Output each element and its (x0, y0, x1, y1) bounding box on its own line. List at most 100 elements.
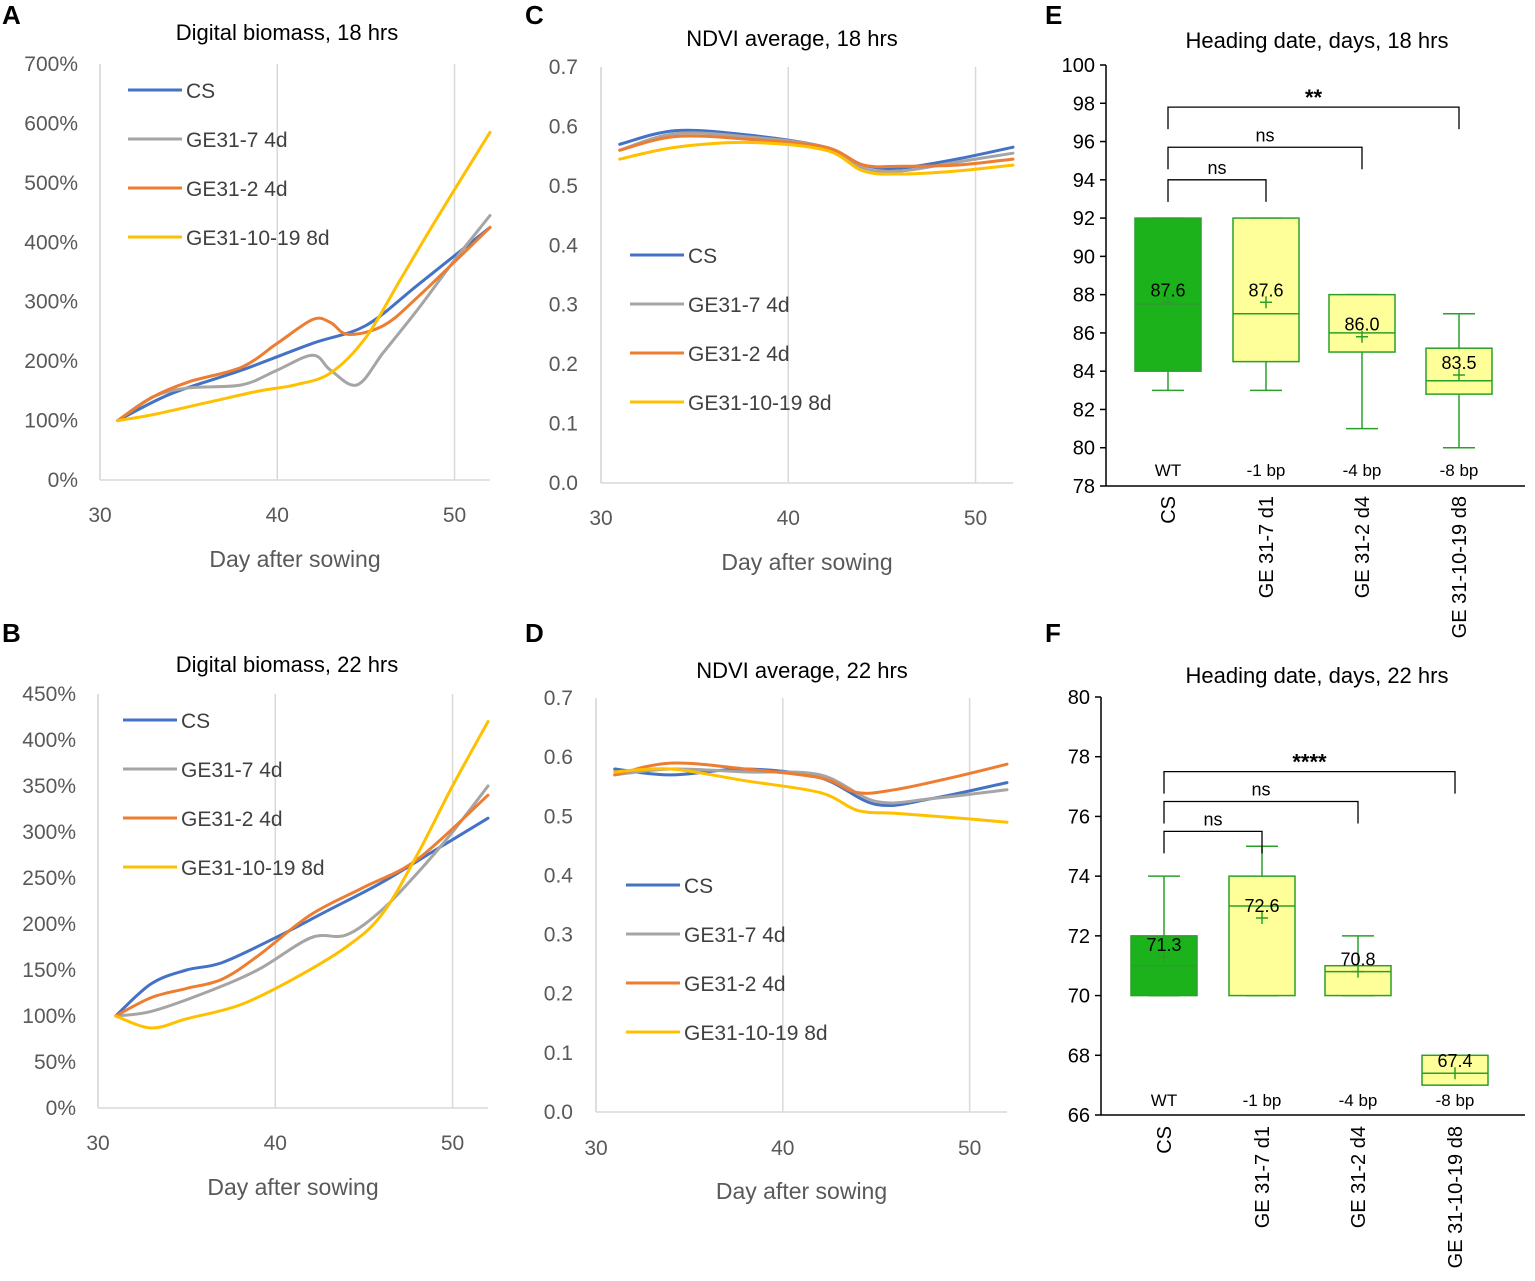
y-tick-label: 78 (1073, 476, 1095, 498)
y-tick-label: 600% (24, 112, 78, 135)
y-tick-label: 0.1 (544, 1042, 573, 1065)
chart-ndvi-22hrs: NDVI average, 22 hrs 30 40 50 0.0 0.1 0.2 0.3 0.… (544, 658, 1009, 1204)
chart-heading-date-22hrs: Heading date, days, 22 hrs 66 68 70 72 74 76 78… (1068, 663, 1525, 1268)
mean-label: 87.6 (1150, 280, 1185, 300)
series-line-ge31-2-4d (116, 225, 492, 423)
significance-bracket (1163, 770, 1456, 794)
x-axis-label: Day after sowing (207, 1174, 378, 1200)
x-category-label: GE 31-10-19 d8 (1449, 496, 1471, 638)
y-tick-label: 0.2 (549, 353, 578, 376)
legend-label-ge31-10-19-8d: GE31-10-19 8d (181, 857, 325, 880)
y-tick-label: 70 (1068, 986, 1090, 1008)
legend-label-cs: CS (181, 710, 210, 733)
box-cs (1134, 217, 1202, 372)
genotype-sublabel: WT (1151, 1091, 1177, 1110)
legend-label-cs: CS (684, 875, 713, 898)
y-tick-label: 300% (22, 821, 76, 844)
mean-marker (1158, 950, 1170, 963)
legend-label-ge31-2-4d: GE31-2 4d (684, 973, 786, 996)
y-tick-label: 0.6 (544, 746, 573, 769)
y-tick-label: 150% (22, 959, 76, 982)
series-line-ge31-10-19-8d (116, 130, 492, 423)
y-tick-label: 100 (1062, 55, 1095, 77)
x-tick-label: 50 (958, 1137, 981, 1160)
mean-label: 83.5 (1441, 353, 1476, 373)
y-tick-label: 0.7 (544, 687, 573, 710)
mean-label: 86.0 (1344, 315, 1379, 335)
mean-label: 72.6 (1244, 896, 1279, 916)
x-category-label: GE 31-7 d1 (1256, 496, 1278, 598)
y-tick-label: 72 (1068, 926, 1090, 948)
series-line-ge31-2-4d (618, 134, 1015, 169)
mean-marker (1356, 330, 1368, 343)
significance-bracket (1167, 179, 1267, 202)
mean-label: 87.6 (1248, 280, 1283, 300)
x-tick-label: 50 (964, 507, 987, 530)
x-tick-label: 30 (88, 504, 111, 527)
y-tick-label: 0.1 (549, 413, 578, 436)
significance-bracket (1163, 800, 1359, 824)
x-tick-label: 50 (441, 1132, 464, 1155)
genotype-sublabel: -4 bp (1343, 461, 1382, 480)
significance-label: **** (1292, 750, 1327, 775)
x-tick-label: 50 (443, 504, 466, 527)
y-tick-label: 0% (46, 1097, 76, 1120)
y-tick-label: 80 (1073, 438, 1095, 460)
legend-label-ge31-7-4d: GE31-7 4d (684, 924, 786, 947)
x-tick-label: 40 (264, 1132, 287, 1155)
legend-label-ge31-10-19-8d: GE31-10-19 8d (688, 392, 832, 415)
legend-label-ge31-2-4d: GE31-2 4d (181, 808, 283, 831)
chart-heading-date-18hrs: Heading date, days, 18 hrs 78 80 82 84 86 88 90… (1062, 28, 1525, 638)
y-tick-label: 66 (1068, 1105, 1090, 1127)
y-tick-label: 74 (1068, 866, 1090, 888)
series-line-ge31-2-4d (613, 761, 1009, 795)
x-tick-label: 30 (584, 1137, 607, 1160)
x-tick-label: 40 (777, 507, 800, 530)
y-tick-label: 68 (1068, 1045, 1090, 1067)
y-tick-label: 50% (34, 1051, 76, 1074)
series-line-ge31-7-4d (114, 784, 490, 1018)
x-tick-label: 40 (771, 1137, 794, 1160)
legend-label-ge31-2-4d: GE31-2 4d (186, 178, 288, 201)
genotype-sublabel: -8 bp (1440, 461, 1479, 480)
y-tick-label: 0% (48, 469, 78, 492)
y-tick-label: 0.3 (544, 924, 573, 947)
legend-label-ge31-10-19-8d: GE31-10-19 8d (684, 1022, 828, 1045)
significance-label: ns (1207, 158, 1226, 178)
legend-label-cs: CS (186, 80, 215, 103)
legend-label-ge31-7-4d: GE31-7 4d (186, 129, 288, 152)
genotype-sublabel: WT (1155, 461, 1181, 480)
x-tick-label: 30 (86, 1132, 109, 1155)
panel-label-b: B (2, 618, 21, 648)
y-tick-label: 0.2 (544, 983, 573, 1006)
x-category-label: GE 31-10-19 d8 (1445, 1126, 1467, 1268)
box-ge-31-7-d1 (1232, 217, 1300, 363)
mean-marker (1256, 911, 1268, 924)
x-category-label: CS (1154, 1126, 1176, 1154)
x-category-label: GE 31-2 d4 (1352, 496, 1374, 598)
mean-label: 70.8 (1340, 950, 1375, 970)
legend-label-ge31-10-19-8d: GE31-10-19 8d (186, 227, 330, 250)
y-tick-label: 0.3 (549, 294, 578, 317)
chart-title: Heading date, days, 22 hrs (1186, 663, 1449, 688)
panel-label-e: E (1045, 0, 1062, 30)
significance-label: ns (1203, 809, 1222, 829)
chart-digital-biomass-22hrs: Digital biomass, 22 hrs 30 40 50 0% 50% 100% 15… (22, 652, 490, 1200)
y-tick-label: 500% (24, 172, 78, 195)
series-line-cs (116, 225, 492, 423)
y-tick-label: 82 (1073, 399, 1095, 421)
x-category-label: GE 31-2 d4 (1348, 1126, 1370, 1228)
chart-title: Digital biomass, 18 hrs (176, 20, 399, 45)
y-tick-label: 200% (24, 350, 78, 373)
mean-marker (1162, 296, 1174, 309)
legend-label-ge31-7-4d: GE31-7 4d (181, 759, 283, 782)
y-tick-label: 94 (1073, 170, 1095, 192)
series-line-ge31-10-19-8d (618, 140, 1015, 176)
y-tick-label: 76 (1068, 806, 1090, 828)
series-line-cs (114, 816, 490, 1018)
x-category-label: GE 31-7 d1 (1252, 1126, 1274, 1228)
significance-label: ns (1255, 125, 1274, 145)
y-tick-label: 300% (24, 291, 78, 314)
